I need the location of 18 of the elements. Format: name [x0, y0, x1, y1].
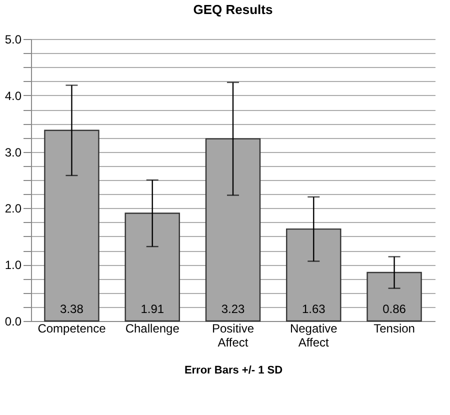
x-tick-label: Negative Affect: [290, 322, 338, 350]
y-tick-label: 5.0: [4, 32, 22, 46]
x-axis-title: Error Bars +/- 1 SD: [184, 364, 283, 376]
x-tick-label: Challenge: [125, 322, 180, 336]
data-label: 3.23: [221, 302, 245, 316]
data-label: 1.91: [140, 302, 164, 316]
y-tick-label: 1.0: [4, 258, 22, 272]
data-label: 1.63: [302, 302, 326, 316]
y-tick-label: 0.0: [4, 314, 22, 328]
y-tick-label: 2.0: [4, 202, 22, 216]
y-tick-label: 4.0: [4, 88, 22, 103]
data-label: 0.86: [382, 302, 406, 316]
chart-title: GEQ Results: [193, 2, 273, 17]
x-tick-label: Positive Affect: [212, 322, 254, 350]
data-label: 3.38: [60, 302, 84, 316]
y-tick-label: 3.0: [4, 145, 22, 160]
x-tick-label: Competence: [38, 322, 106, 336]
x-tick-label: Tension: [374, 322, 415, 336]
